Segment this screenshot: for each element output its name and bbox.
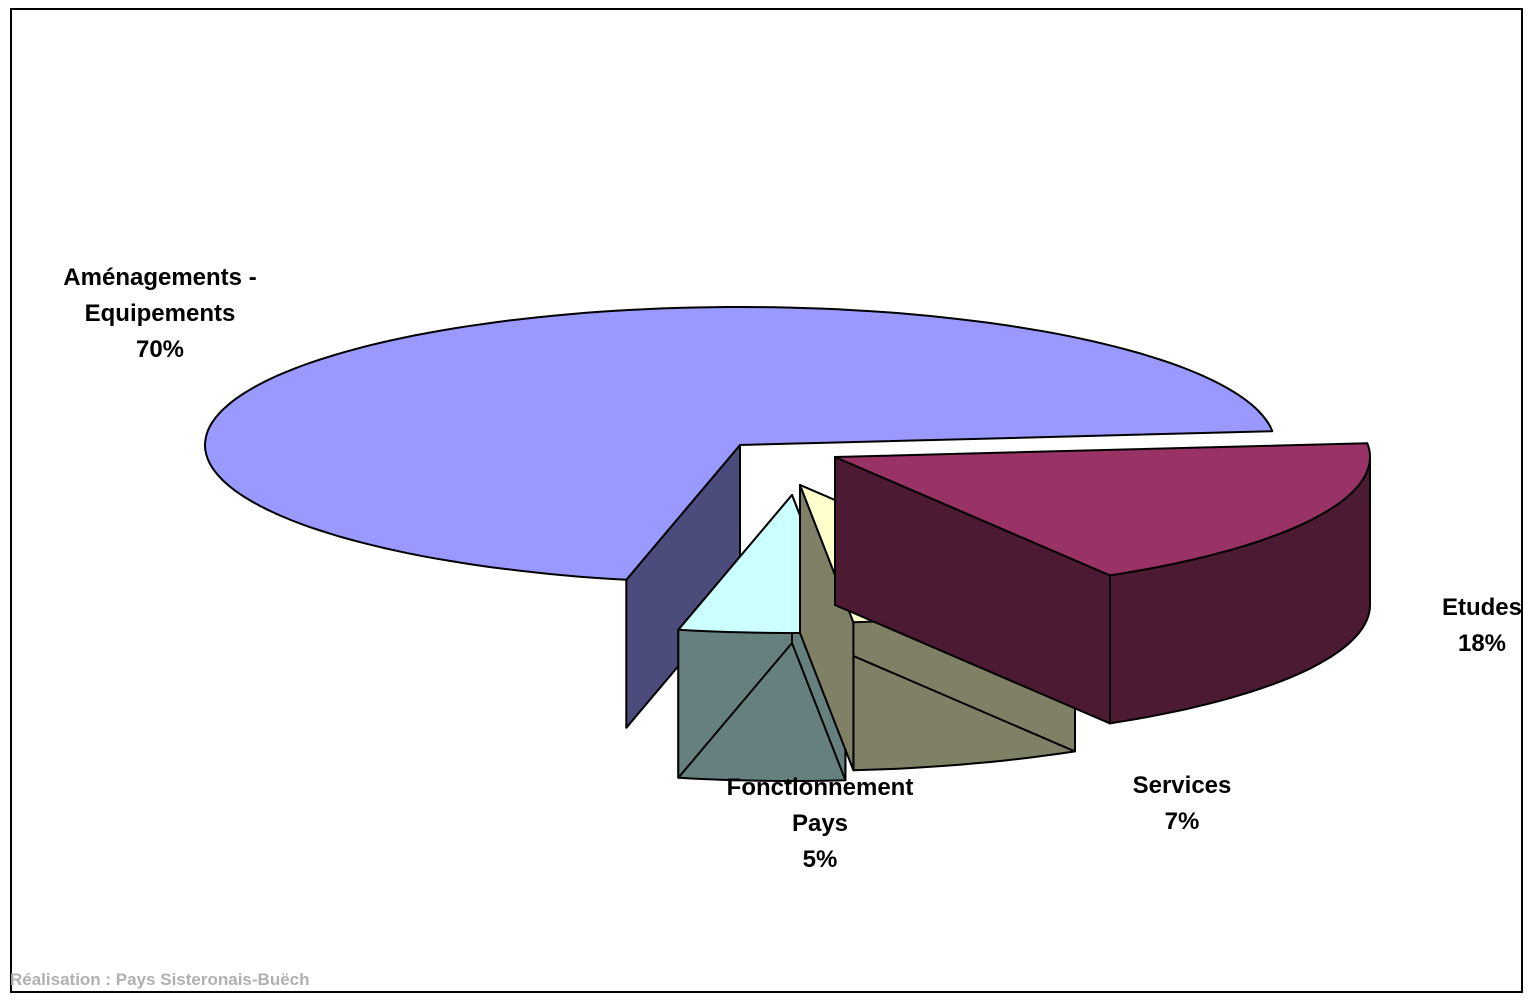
slice-percent: 70% [135, 336, 185, 363]
slice-label-line: Equipements [84, 300, 236, 327]
pie-slice-0 [204, 306, 1274, 729]
slice-percent: 7% [1164, 808, 1200, 835]
slice-label-line: Services [1132, 772, 1232, 799]
slice-percent: 5% [802, 846, 838, 873]
pie-slice-1 [834, 442, 1371, 725]
slice-label-line: Pays [791, 810, 849, 837]
slice-label-line: Fonctionnement [726, 774, 914, 801]
slice-label-line: Etudes [1441, 594, 1522, 621]
chart-frame [10, 8, 1523, 993]
slice-top [834, 442, 1371, 577]
slice-label-line: Aménagements - [63, 264, 257, 291]
slice-percent: 18% [1457, 630, 1507, 657]
credit-text: Réalisation : Pays Sisteronais-Buëch [10, 970, 310, 989]
slice-top [204, 306, 1274, 581]
